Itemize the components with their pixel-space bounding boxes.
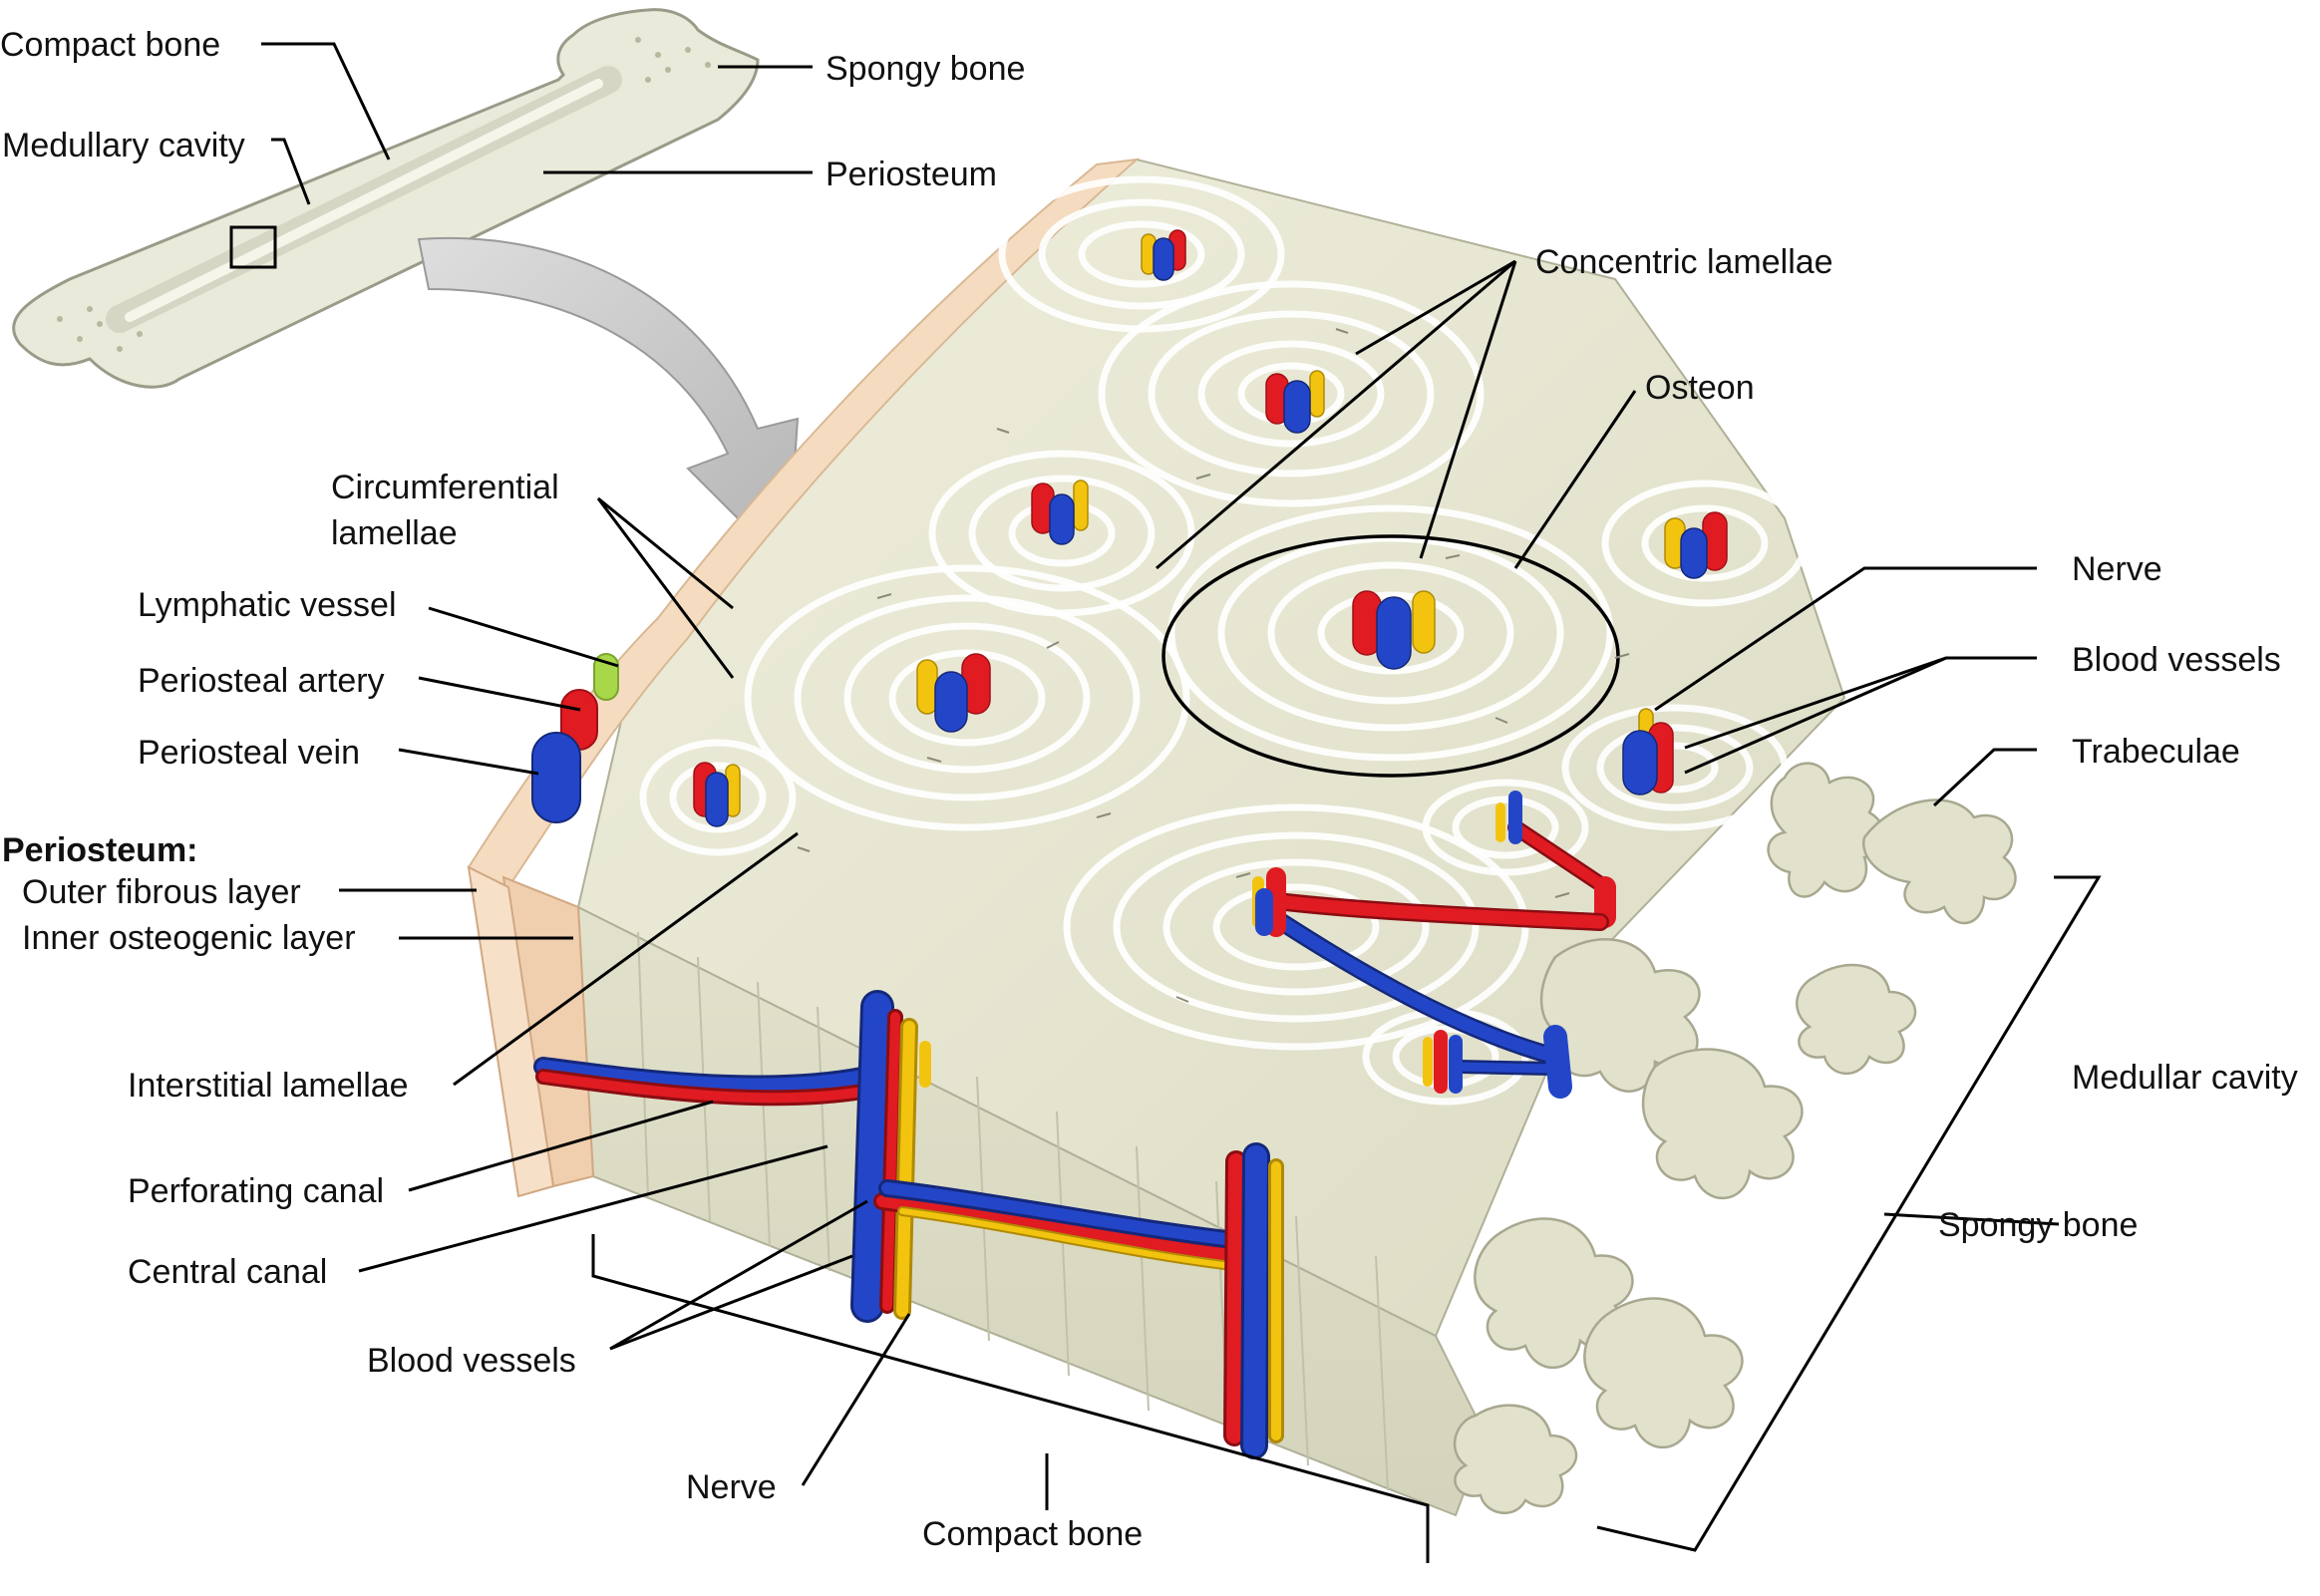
label-interstitial-lamellae: Interstitial lamellae bbox=[128, 1067, 409, 1105]
periosteum-layer bbox=[467, 158, 1141, 889]
osteon-outline bbox=[1161, 534, 1620, 778]
label-circumferential-lamellae-line2: lamellae bbox=[331, 514, 458, 552]
label-nerve-bottom: Nerve bbox=[686, 1468, 777, 1506]
periosteal-vein-icon bbox=[531, 732, 581, 823]
label-periosteal-artery: Periosteal artery bbox=[138, 662, 385, 700]
label-spongy-bone-top: Spongy bone bbox=[826, 50, 1025, 88]
label-periosteum-top: Periosteum bbox=[826, 156, 997, 193]
label-compact-bone-top: Compact bone bbox=[0, 26, 220, 64]
front-face-vessels bbox=[533, 990, 1284, 1459]
spongy-bone-region bbox=[1454, 762, 2017, 1514]
bone-block bbox=[467, 158, 2017, 1517]
label-lymphatic-vessel: Lymphatic vessel bbox=[138, 586, 397, 624]
long-bone bbox=[12, 8, 760, 389]
label-circumferential-lamellae-line1: Circumferential bbox=[331, 469, 559, 506]
label-perforating-canal: Perforating canal bbox=[128, 1172, 384, 1210]
leader-lines bbox=[261, 42, 2102, 1563]
label-outer-fibrous-layer: Outer fibrous layer bbox=[22, 873, 301, 911]
label-trabeculae: Trabeculae bbox=[2072, 733, 2240, 771]
label-medullar-cavity: Medullar cavity bbox=[2072, 1059, 2298, 1097]
spongy-texture-icon bbox=[57, 37, 711, 352]
label-compact-bone-bottom: Compact bone bbox=[922, 1515, 1143, 1553]
label-periosteal-vein: Periosteal vein bbox=[138, 734, 360, 772]
label-periosteum-heading: Periosteum: bbox=[2, 831, 198, 869]
label-blood-vessels-right: Blood vessels bbox=[2072, 641, 2281, 679]
label-concentric-lamellae: Concentric lamellae bbox=[1535, 243, 1833, 281]
periosteal-vessels bbox=[531, 653, 619, 823]
label-nerve-right: Nerve bbox=[2072, 550, 2162, 588]
central-canal-vessels bbox=[693, 229, 1728, 827]
label-blood-vessels-bottom: Blood vessels bbox=[367, 1342, 576, 1380]
labels: Compact bone Medullary cavity Spongy bon… bbox=[0, 26, 2298, 1553]
label-spongy-bone-right: Spongy bone bbox=[1938, 1206, 2138, 1244]
label-central-canal: Central canal bbox=[128, 1253, 327, 1291]
zoom-box bbox=[229, 225, 277, 269]
connecting-vessels bbox=[1252, 791, 1616, 1099]
label-inner-osteogenic-layer: Inner osteogenic layer bbox=[22, 919, 356, 957]
label-osteon: Osteon bbox=[1645, 369, 1755, 407]
label-medullary-cavity: Medullary cavity bbox=[2, 127, 245, 164]
